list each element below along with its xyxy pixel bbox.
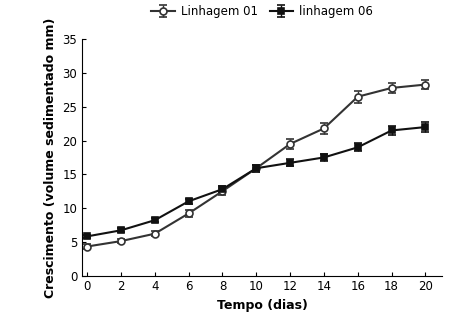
X-axis label: Tempo (dias): Tempo (dias) [216, 299, 307, 312]
Legend: Linhagem 01, linhagem 06: Linhagem 01, linhagem 06 [151, 5, 372, 18]
Y-axis label: Crescimento (volume sedimentado mm): Crescimento (volume sedimentado mm) [44, 17, 57, 297]
